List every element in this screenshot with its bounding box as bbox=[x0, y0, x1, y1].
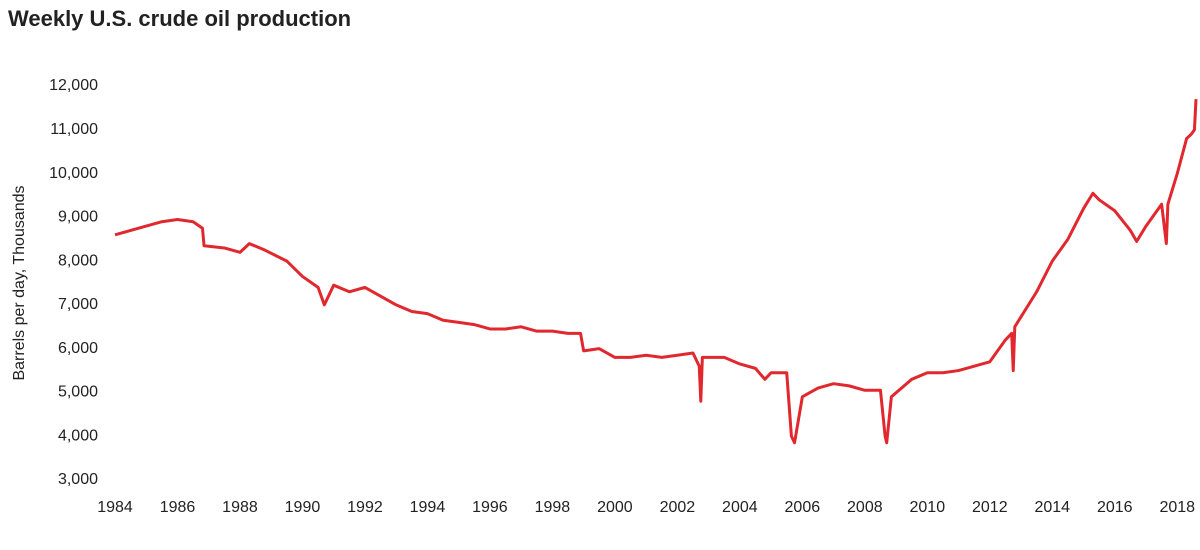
x-tick-label: 1990 bbox=[285, 499, 321, 516]
x-tick-label: 2016 bbox=[1097, 499, 1133, 516]
x-tick-label: 1996 bbox=[472, 499, 508, 516]
y-tick-label: 3,000 bbox=[58, 471, 98, 488]
x-tick-label: 2004 bbox=[722, 499, 758, 516]
x-tick-label: 2006 bbox=[785, 499, 821, 516]
x-tick-label: 2002 bbox=[660, 499, 696, 516]
x-tick-label: 1988 bbox=[222, 499, 258, 516]
x-tick-label: 2014 bbox=[1034, 499, 1070, 516]
chart-title: Weekly U.S. crude oil production bbox=[8, 6, 351, 31]
data-line bbox=[114, 99, 1198, 445]
x-tick-label: 1986 bbox=[160, 499, 196, 516]
y-tick-label: 4,000 bbox=[58, 427, 98, 444]
x-tick-label: 2000 bbox=[597, 499, 633, 516]
x-tick-label: 2010 bbox=[910, 499, 946, 516]
y-tick-label: 6,000 bbox=[58, 340, 98, 357]
x-tick-label: 1992 bbox=[347, 499, 383, 516]
y-tick-label: 5,000 bbox=[58, 384, 98, 401]
x-tick-label: 2018 bbox=[1159, 499, 1195, 516]
y-tick-label: 7,000 bbox=[58, 296, 98, 313]
x-tick-label: 2012 bbox=[972, 499, 1008, 516]
y-tick-label: 12,000 bbox=[49, 77, 98, 94]
y-tick-label: 8,000 bbox=[58, 252, 98, 269]
x-tick-label: 2008 bbox=[847, 499, 883, 516]
y-tick-label: 9,000 bbox=[58, 209, 98, 226]
y-axis-label: Barrels per day, Thousands bbox=[11, 185, 28, 380]
y-tick-label: 11,000 bbox=[50, 121, 98, 138]
y-tick-label: 10,000 bbox=[49, 165, 98, 182]
x-tick-label: 1998 bbox=[535, 499, 571, 516]
x-tick-label: 1984 bbox=[97, 499, 133, 516]
x-tick-label: 1994 bbox=[410, 499, 446, 516]
